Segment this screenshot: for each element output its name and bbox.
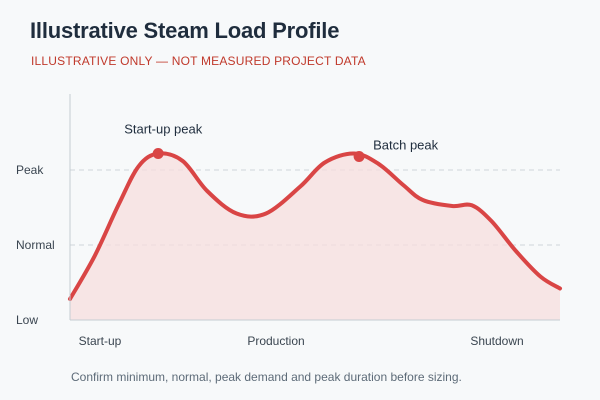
chart-subtitle: ILLUSTRATIVE ONLY — NOT MEASURED PROJECT… [31,54,366,68]
footnote: Confirm minimum, normal, peak demand and… [71,370,462,384]
chart-title: Illustrative Steam Load Profile [30,18,340,43]
y-tick-label-peak: Peak [16,163,44,177]
y-tick-label-normal: Normal [16,238,55,252]
x-tick-label-start-up: Start-up [79,334,122,348]
marker-layer: Start-up peak Batch peak [124,122,439,162]
x-tick-label-shutdown: Shutdown [470,334,523,348]
axes-layer: Low Normal Peak Start-up Production Shutdown [16,94,560,348]
marker-start-up-peak [152,148,164,159]
x-tick-label-production: Production [247,334,304,348]
annotation-batch-peak: Batch peak [373,138,439,153]
area-fill [70,153,560,320]
annotation-start-up-peak: Start-up peak [124,122,203,137]
y-tick-label-low: Low [16,313,38,327]
series-line [68,151,562,301]
marker-batch-peak [353,151,365,162]
